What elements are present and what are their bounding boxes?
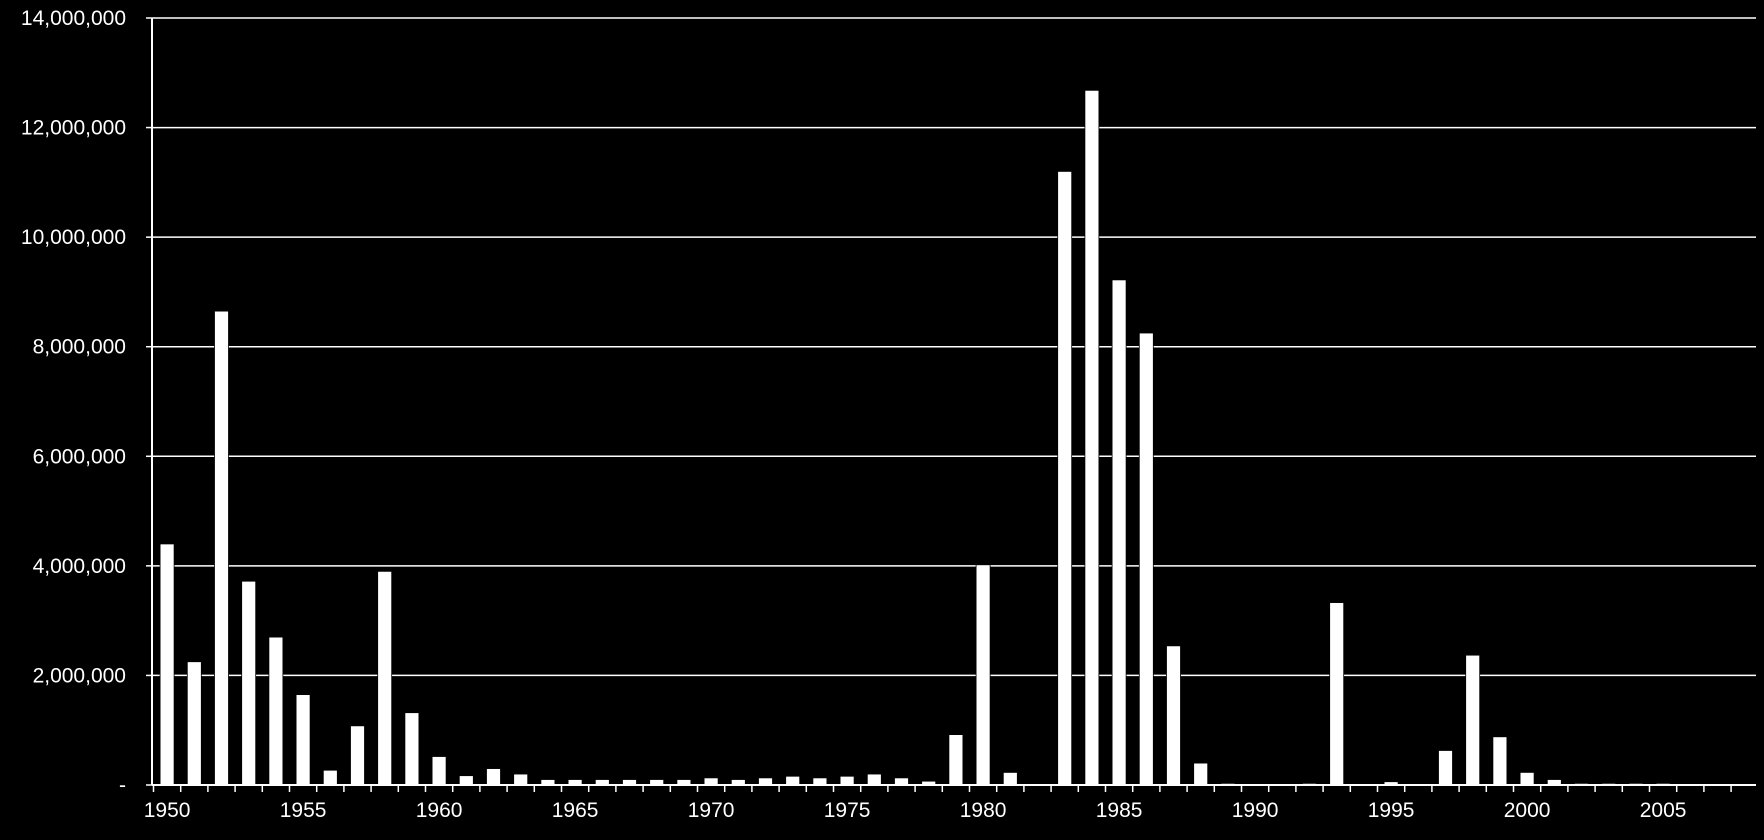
bar [486,768,501,786]
bar [1111,279,1127,786]
bar [350,725,365,786]
bar [839,775,855,786]
bar [159,543,175,786]
bar [1166,645,1181,786]
axes [146,17,1756,792]
bar [785,775,801,786]
bar [268,636,284,786]
y-tick-label: 12,000,000 [21,117,126,140]
gridlines [152,17,1756,677]
bar [458,775,474,786]
bars [159,89,1671,786]
bar [513,773,529,786]
x-tick-labels: 1950 1955 1960 1965 1970 1975 1980 1985 1990 1995… [144,799,1687,822]
bar [1438,750,1453,786]
bar [1057,170,1073,786]
y-tick-label: 14,000,000 [21,7,126,30]
bar [431,756,447,786]
y-tick-labels: - 2,000,000 4,000,000 6,000,000 8,000,000 10,… [21,7,126,797]
y-tick-label: - [119,774,126,797]
bar [1492,736,1508,786]
x-tick-label: 1985 [1096,799,1143,822]
bar [894,777,909,786]
bar [1138,332,1154,786]
bar [758,777,773,786]
bar [1084,89,1100,786]
y-tick-label: 8,000,000 [33,336,126,359]
bar [241,580,257,786]
y-tick-label: 4,000,000 [33,555,126,578]
x-tick-label: 1965 [552,799,599,822]
x-tick-label: 1990 [1232,799,1279,822]
bar [1193,762,1209,786]
bar [975,564,991,786]
bar [703,777,719,786]
bar [866,773,882,786]
bar [1002,771,1018,786]
x-tick-label: 2000 [1504,799,1551,822]
bar [1465,654,1481,786]
bar [322,769,338,786]
y-tick-label: 10,000,000 [21,226,126,249]
x-tick-label: 1980 [960,799,1007,822]
bar [295,694,311,786]
bar [812,777,828,786]
x-tick-label: 1955 [280,799,327,822]
bar [186,661,202,786]
y-tick-label: 2,000,000 [33,664,126,687]
x-tick-label: 1960 [416,799,463,822]
bar [377,570,393,786]
bar [1519,771,1535,786]
bar [214,310,229,786]
x-tick-label: 1975 [824,799,871,822]
x-tick-label: 1950 [144,799,191,822]
bar [948,734,964,786]
y-tick-label: 6,000,000 [33,445,126,468]
x-tick-label: 1995 [1368,799,1415,822]
x-tick-label: 2005 [1640,799,1687,822]
bar [404,712,420,786]
x-tick-label: 1970 [688,799,735,822]
bar [1329,602,1345,786]
